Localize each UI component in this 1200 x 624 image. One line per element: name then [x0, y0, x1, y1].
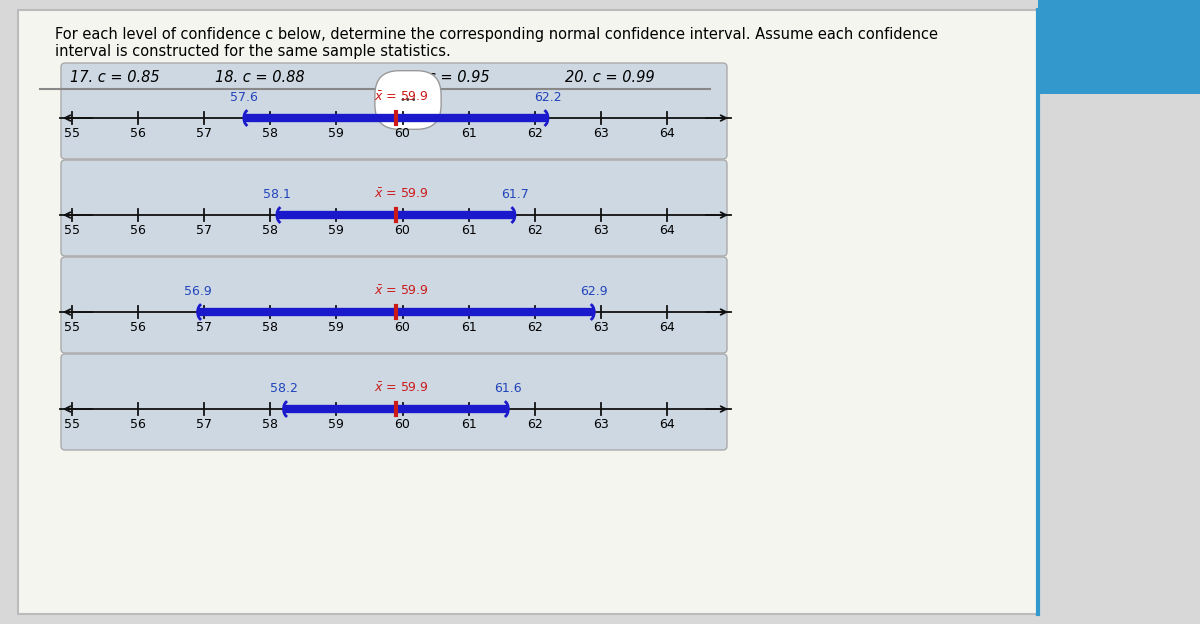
Text: $\bar{x}$ = 59.9: $\bar{x}$ = 59.9 — [373, 381, 428, 395]
Text: 58: 58 — [263, 224, 278, 237]
Text: 57: 57 — [197, 127, 212, 140]
Text: 56: 56 — [130, 127, 146, 140]
Text: 61.7: 61.7 — [502, 188, 529, 201]
Text: 64: 64 — [659, 418, 674, 431]
Text: 62: 62 — [527, 127, 542, 140]
Text: 17. c = 0.85: 17. c = 0.85 — [70, 70, 160, 85]
Text: 61: 61 — [461, 224, 476, 237]
Text: 61: 61 — [461, 418, 476, 431]
Text: 58: 58 — [263, 321, 278, 334]
Text: 57.6: 57.6 — [230, 91, 258, 104]
FancyBboxPatch shape — [61, 257, 727, 353]
Text: For each level of confidence c below, determine the corresponding normal confide: For each level of confidence c below, de… — [55, 27, 938, 42]
Text: 60: 60 — [395, 321, 410, 334]
Text: 59: 59 — [329, 127, 344, 140]
FancyBboxPatch shape — [61, 63, 727, 159]
Text: $\bar{x}$ = 59.9: $\bar{x}$ = 59.9 — [373, 90, 428, 104]
Text: 63: 63 — [593, 418, 608, 431]
Text: 56: 56 — [130, 418, 146, 431]
Text: 20. c = 0.99: 20. c = 0.99 — [565, 70, 655, 85]
Text: 59: 59 — [329, 321, 344, 334]
Text: 64: 64 — [659, 224, 674, 237]
Text: 56: 56 — [130, 321, 146, 334]
Text: 56.9: 56.9 — [184, 285, 211, 298]
Text: 55: 55 — [64, 127, 80, 140]
Bar — [1038, 0, 1200, 624]
Text: 58.2: 58.2 — [270, 382, 298, 395]
FancyBboxPatch shape — [61, 160, 727, 256]
Text: 62.2: 62.2 — [534, 91, 562, 104]
Text: 62: 62 — [527, 321, 542, 334]
Text: 63: 63 — [593, 127, 608, 140]
Text: 59: 59 — [329, 224, 344, 237]
Text: 60: 60 — [395, 127, 410, 140]
Text: 61: 61 — [461, 127, 476, 140]
Text: 57: 57 — [197, 418, 212, 431]
Text: $\bar{x}$ = 59.9: $\bar{x}$ = 59.9 — [373, 285, 428, 298]
Text: •••: ••• — [400, 95, 416, 105]
Text: 63: 63 — [593, 321, 608, 334]
Text: 60: 60 — [395, 418, 410, 431]
Text: 56: 56 — [130, 224, 146, 237]
Text: $\bar{x}$ = 59.9: $\bar{x}$ = 59.9 — [373, 188, 428, 201]
Text: 55: 55 — [64, 224, 80, 237]
Text: 61.6: 61.6 — [494, 382, 522, 395]
Text: 61: 61 — [461, 321, 476, 334]
Text: 19. c = 0.95: 19. c = 0.95 — [400, 70, 490, 85]
Text: 18. c = 0.88: 18. c = 0.88 — [215, 70, 305, 85]
Text: interval is constructed for the same sample statistics.: interval is constructed for the same sam… — [55, 44, 451, 59]
Text: 64: 64 — [659, 321, 674, 334]
Text: 62: 62 — [527, 418, 542, 431]
Text: 57: 57 — [197, 321, 212, 334]
Text: 57: 57 — [197, 224, 212, 237]
Text: 63: 63 — [593, 224, 608, 237]
Text: 58: 58 — [263, 127, 278, 140]
Text: 60: 60 — [395, 224, 410, 237]
Text: 62: 62 — [527, 224, 542, 237]
Text: 64: 64 — [659, 127, 674, 140]
Bar — [1038, 0, 1200, 94]
Text: 58: 58 — [263, 418, 278, 431]
Text: 55: 55 — [64, 418, 80, 431]
Text: 62.9: 62.9 — [581, 285, 608, 298]
FancyBboxPatch shape — [18, 10, 1038, 614]
Text: 59: 59 — [329, 418, 344, 431]
Text: 58.1: 58.1 — [263, 188, 290, 201]
FancyBboxPatch shape — [61, 354, 727, 450]
Text: 55: 55 — [64, 321, 80, 334]
